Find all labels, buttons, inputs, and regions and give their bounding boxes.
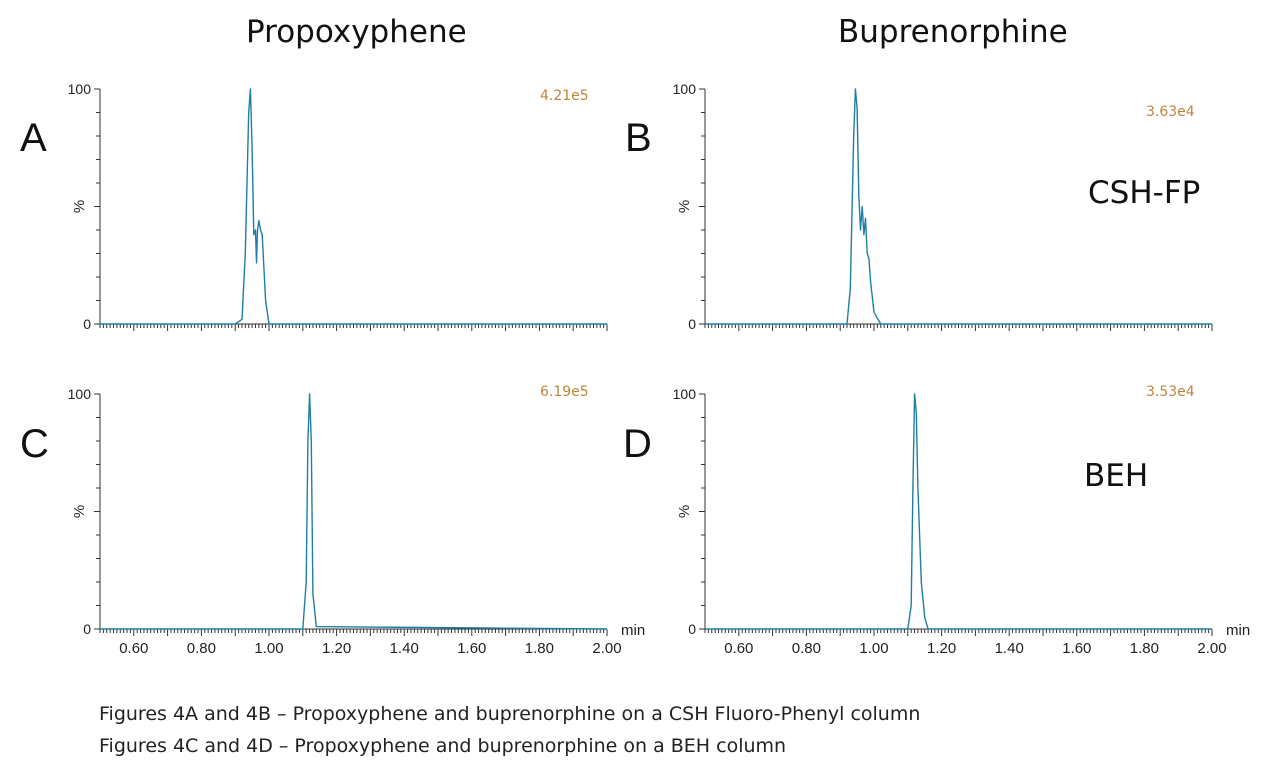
panel-d-x-unit: min <box>1226 622 1250 639</box>
intensity-b: 3.63e4 <box>1146 104 1195 120</box>
panel-c-x-tick-label: 1.20 <box>322 640 351 657</box>
panel-b-y-label-100: 100 <box>673 81 697 97</box>
panel-d-x-tick-label: 0.60 <box>724 640 753 657</box>
column-label-beh: BEH <box>1084 458 1149 494</box>
panel-d-x-tick-label: 1.80 <box>1130 640 1159 657</box>
panel-c-y-axis-label: % <box>71 505 88 518</box>
panel-b-y-axis-label: % <box>676 200 693 213</box>
panel-c-x-tick-label: 2.00 <box>592 640 621 657</box>
panel-d-x-tick-label: 0.80 <box>792 640 821 657</box>
panel-d-x-tick-label: 1.20 <box>927 640 956 657</box>
panel-c-y-label-0: 0 <box>83 621 91 637</box>
column-label-csh-fp: CSH-FP <box>1088 175 1201 211</box>
panel-d-x-tick-label: 1.40 <box>995 640 1024 657</box>
caption-line-2: Figures 4C and 4D – Propoxyphene and bup… <box>99 735 787 757</box>
panel-d-trace <box>705 393 1212 630</box>
panel-letter-a: A <box>20 116 47 160</box>
intensity-c: 6.19e5 <box>540 384 589 400</box>
panel-b-y-label-0: 0 <box>688 316 696 332</box>
panel-c-x-tick-label: 1.00 <box>254 640 283 657</box>
panel-d-y-label-0: 0 <box>688 621 696 637</box>
panel-a-y-label-100: 100 <box>68 81 92 97</box>
column-title-buprenorphine: Buprenorphine <box>838 14 1068 50</box>
panel-d-x-tick-label: 1.60 <box>1062 640 1091 657</box>
panel-d-y-axis-label: % <box>676 505 693 518</box>
panel-c-trace <box>100 393 608 630</box>
caption-line-1: Figures 4A and 4B – Propoxyphene and bup… <box>99 703 921 725</box>
panel-c-x-tick-label: 0.60 <box>119 640 148 657</box>
panel-c-y-label-100: 100 <box>68 386 92 402</box>
panel-letter-d: D <box>623 422 652 466</box>
panel-d-y-label-100: 100 <box>673 386 697 402</box>
panel-letter-c: C <box>20 422 49 466</box>
panel-c-x-tick-label: 1.80 <box>525 640 554 657</box>
intensity-d: 3.53e4 <box>1146 384 1195 400</box>
panel-c-x-tick-label: 0.80 <box>187 640 216 657</box>
panel-a-trace <box>100 88 607 325</box>
panel-c-x-unit: min <box>621 622 645 639</box>
column-title-propoxyphene: Propoxyphene <box>246 14 467 50</box>
panel-letter-b: B <box>625 116 652 160</box>
panel-d-x-tick-label: 1.00 <box>859 640 888 657</box>
panel-a-y-axis-label: % <box>71 200 88 213</box>
panel-c-x-tick-label: 1.60 <box>457 640 486 657</box>
panel-a-y-label-0: 0 <box>83 316 91 332</box>
panel-d-x-tick-label: 2.00 <box>1197 640 1226 657</box>
intensity-a: 4.21e5 <box>540 88 589 104</box>
panel-b-trace <box>705 88 1212 325</box>
panel-c-x-tick-label: 1.40 <box>390 640 419 657</box>
